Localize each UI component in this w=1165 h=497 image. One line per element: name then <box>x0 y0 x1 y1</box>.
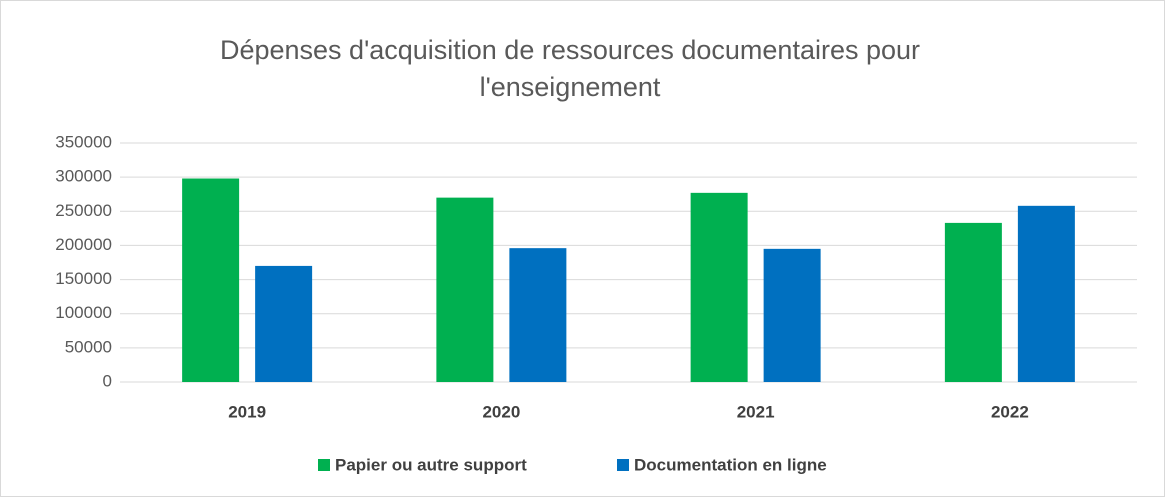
bar <box>690 192 748 382</box>
bar <box>255 265 313 382</box>
bar <box>763 248 821 382</box>
legend-swatch <box>318 459 330 471</box>
bar <box>944 222 1002 382</box>
y-tick-label: 100000 <box>55 303 112 322</box>
x-tick-label: 2020 <box>482 402 520 421</box>
x-tick-label: 2022 <box>991 402 1029 421</box>
x-tick-label: 2021 <box>737 402 775 421</box>
y-tick-label: 300000 <box>55 167 112 186</box>
y-tick-label: 250000 <box>55 201 112 220</box>
bar <box>436 197 494 382</box>
legend-swatch <box>617 459 629 471</box>
y-tick-label: 50000 <box>65 337 112 356</box>
y-tick-label: 200000 <box>55 235 112 254</box>
x-tick-label: 2019 <box>228 402 266 421</box>
y-tick-label: 150000 <box>55 269 112 288</box>
bar <box>1017 205 1075 382</box>
bar <box>509 248 567 382</box>
legend-label: Papier ou autre support <box>335 455 527 474</box>
y-tick-label: 0 <box>103 371 112 390</box>
chart-title: Dépenses d'acquisition de ressources doc… <box>219 35 921 102</box>
bar <box>182 178 240 382</box>
y-tick-label: 350000 <box>55 132 112 151</box>
legend-label: Documentation en ligne <box>634 455 827 474</box>
